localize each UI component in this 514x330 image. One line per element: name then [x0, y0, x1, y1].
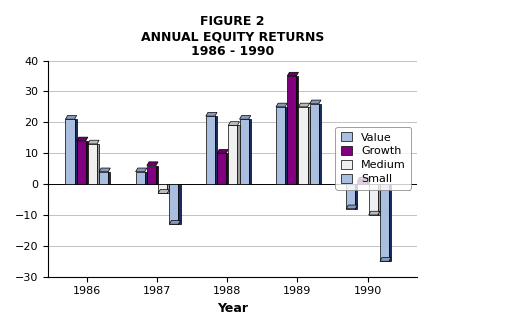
Polygon shape: [307, 107, 310, 184]
Bar: [77, 141, 86, 184]
Polygon shape: [88, 140, 99, 144]
Polygon shape: [169, 220, 180, 224]
Polygon shape: [65, 115, 77, 119]
Bar: [299, 107, 307, 184]
Bar: [88, 144, 97, 184]
Polygon shape: [99, 168, 111, 172]
Polygon shape: [217, 149, 228, 153]
Bar: [228, 125, 237, 184]
Bar: [310, 104, 319, 184]
Polygon shape: [156, 166, 158, 184]
Polygon shape: [357, 177, 369, 181]
Legend: Value, Growth, Medium, Small: Value, Growth, Medium, Small: [335, 127, 411, 189]
Bar: [217, 153, 226, 184]
Bar: [287, 76, 297, 184]
Polygon shape: [240, 115, 251, 119]
Polygon shape: [378, 184, 380, 215]
Polygon shape: [167, 184, 169, 193]
Bar: [169, 184, 178, 224]
Title: FIGURE 2
ANNUAL EQUITY RETURNS
1986 - 1990: FIGURE 2 ANNUAL EQUITY RETURNS 1986 - 19…: [141, 15, 324, 58]
Polygon shape: [215, 116, 217, 184]
Polygon shape: [285, 107, 287, 184]
Polygon shape: [108, 172, 111, 184]
X-axis label: Year: Year: [217, 302, 248, 315]
Polygon shape: [287, 72, 299, 76]
Polygon shape: [366, 181, 369, 184]
Polygon shape: [355, 184, 357, 209]
Polygon shape: [206, 113, 217, 116]
Polygon shape: [276, 103, 287, 107]
Polygon shape: [77, 137, 88, 141]
Bar: [346, 184, 355, 209]
Bar: [357, 181, 366, 184]
Polygon shape: [380, 258, 391, 261]
Polygon shape: [310, 100, 321, 104]
Bar: [136, 172, 145, 184]
Bar: [147, 166, 156, 184]
Polygon shape: [75, 119, 77, 184]
Polygon shape: [145, 172, 147, 184]
Polygon shape: [389, 184, 391, 261]
Polygon shape: [228, 122, 240, 125]
Polygon shape: [249, 119, 251, 184]
Bar: [240, 119, 249, 184]
Polygon shape: [226, 153, 228, 184]
Bar: [65, 119, 75, 184]
Bar: [99, 172, 108, 184]
Polygon shape: [178, 184, 180, 224]
Polygon shape: [158, 190, 169, 193]
Bar: [276, 107, 285, 184]
Polygon shape: [319, 104, 321, 184]
Bar: [158, 184, 167, 193]
Polygon shape: [86, 141, 88, 184]
Polygon shape: [237, 125, 240, 184]
Polygon shape: [369, 211, 380, 215]
Bar: [380, 184, 389, 261]
Polygon shape: [299, 103, 310, 107]
Bar: [369, 184, 378, 215]
Polygon shape: [147, 162, 158, 166]
Polygon shape: [97, 144, 99, 184]
Polygon shape: [346, 205, 357, 209]
Polygon shape: [136, 168, 147, 172]
Bar: [206, 116, 215, 184]
Polygon shape: [297, 76, 299, 184]
